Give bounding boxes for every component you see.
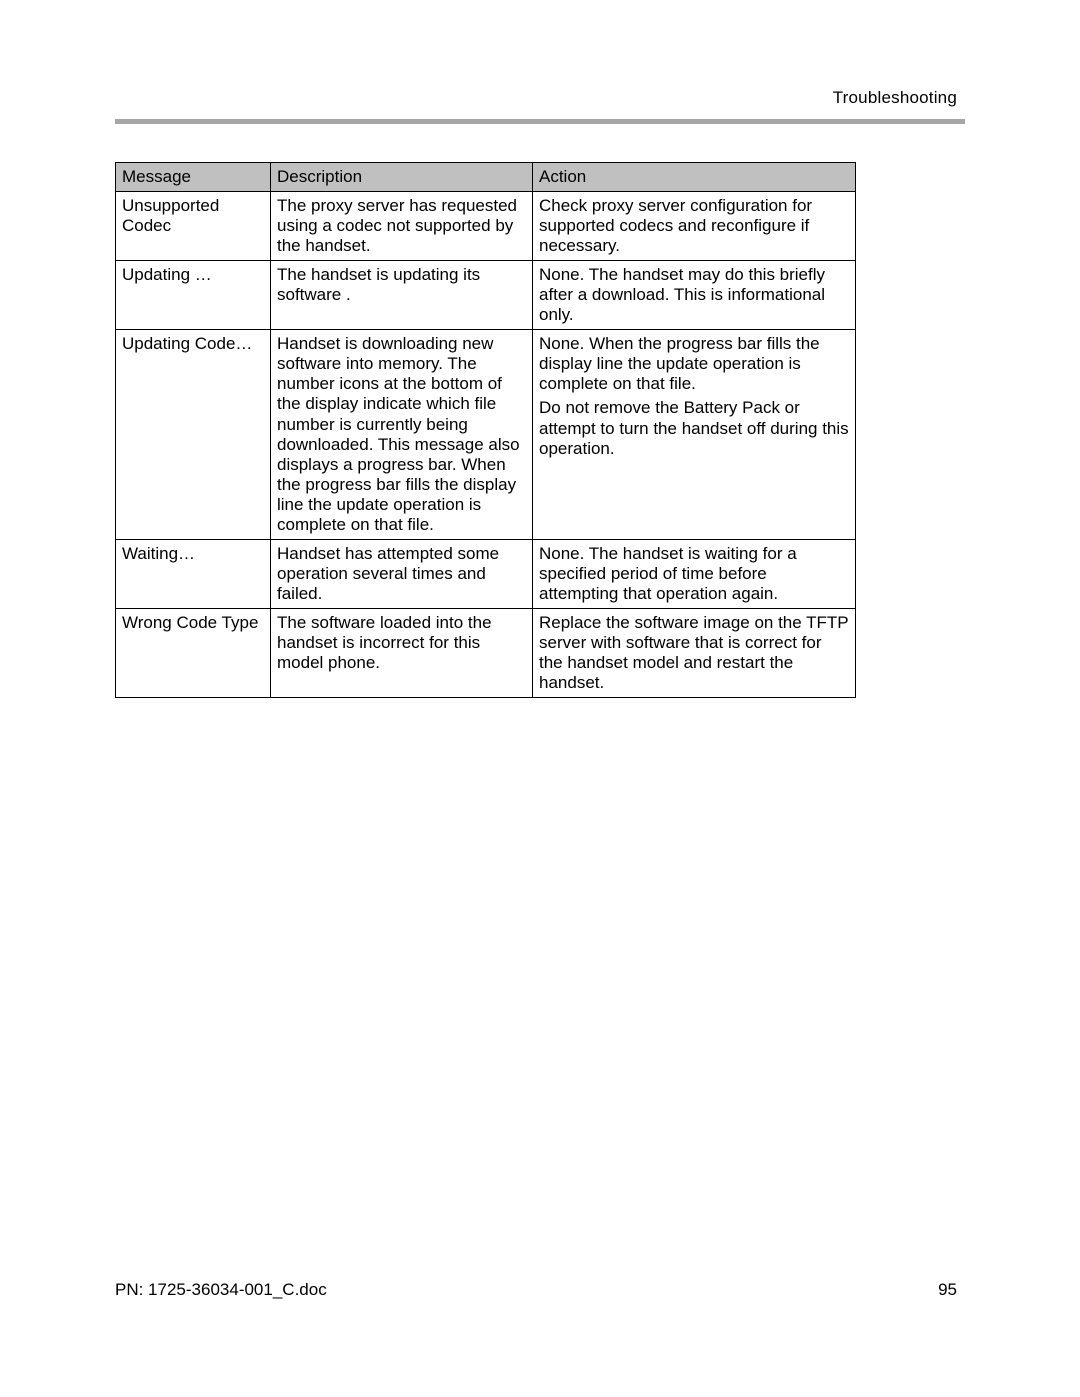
- cell-message: Updating …: [116, 261, 271, 330]
- header-rule: [115, 119, 965, 124]
- cell-description: The proxy server has requested using a c…: [271, 192, 533, 261]
- col-header-description: Description: [271, 163, 533, 192]
- cell-description: Handset is downloading new software into…: [271, 330, 533, 539]
- footer-page-number: 95: [938, 1280, 965, 1300]
- table-header-row: Message Description Action: [116, 163, 856, 192]
- troubleshooting-table-wrap: Message Description Action Unsupported C…: [115, 162, 855, 698]
- section-title: Troubleshooting: [833, 88, 957, 108]
- cell-action-paragraph: None. When the progress bar fills the di…: [539, 334, 849, 394]
- cell-message: Unsupported Codec: [116, 192, 271, 261]
- cell-message: Waiting…: [116, 539, 271, 608]
- cell-action: Replace the software image on the TFTP s…: [533, 608, 856, 697]
- table-row: Wrong Code TypeThe software loaded into …: [116, 608, 856, 697]
- table-body: Unsupported CodecThe proxy server has re…: [116, 192, 856, 698]
- cell-description: The handset is updating its software .: [271, 261, 533, 330]
- table-row: Unsupported CodecThe proxy server has re…: [116, 192, 856, 261]
- page-header: Troubleshooting: [115, 88, 965, 124]
- cell-action: None. When the progress bar fills the di…: [533, 330, 856, 539]
- cell-action-paragraph: Do not remove the Battery Pack or attemp…: [539, 398, 849, 458]
- col-header-action: Action: [533, 163, 856, 192]
- cell-description: Handset has attempted some operation sev…: [271, 539, 533, 608]
- cell-action: Check proxy server configuration for sup…: [533, 192, 856, 261]
- cell-message: Wrong Code Type: [116, 608, 271, 697]
- table-row: Waiting…Handset has attempted some opera…: [116, 539, 856, 608]
- troubleshooting-table: Message Description Action Unsupported C…: [115, 162, 856, 698]
- cell-description: The software loaded into the handset is …: [271, 608, 533, 697]
- table-row: Updating Code…Handset is downloading new…: [116, 330, 856, 539]
- col-header-message: Message: [116, 163, 271, 192]
- cell-action: None. The handset may do this briefly af…: [533, 261, 856, 330]
- page-content: Troubleshooting Message Description Acti…: [115, 88, 965, 698]
- footer-pn: PN: 1725-36034-001_C.doc: [115, 1280, 327, 1300]
- cell-action: None. The handset is waiting for a speci…: [533, 539, 856, 608]
- table-row: Updating …The handset is updating its so…: [116, 261, 856, 330]
- page-footer: PN: 1725-36034-001_C.doc 95: [115, 1280, 965, 1300]
- cell-message: Updating Code…: [116, 330, 271, 539]
